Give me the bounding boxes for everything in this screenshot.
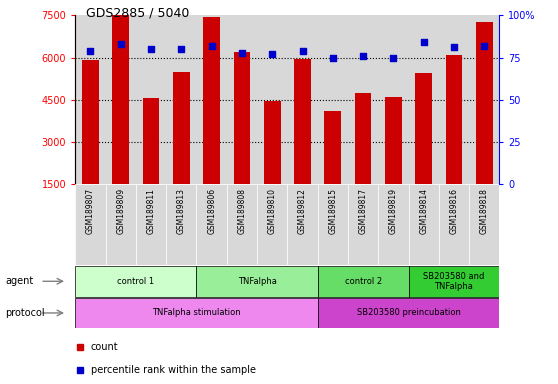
Text: control 1: control 1: [117, 277, 155, 286]
Bar: [75, 184, 105, 265]
Point: [177, 46, 186, 52]
Bar: [227, 15, 257, 184]
Bar: [173, 72, 190, 184]
Text: GSM189817: GSM189817: [359, 188, 368, 234]
Text: GSM189818: GSM189818: [480, 188, 489, 234]
Bar: [82, 60, 99, 184]
Bar: [257, 15, 287, 184]
Text: GSM189814: GSM189814: [419, 188, 428, 234]
Point: [480, 43, 489, 49]
Text: GSM189808: GSM189808: [238, 188, 247, 234]
Bar: [136, 184, 166, 265]
Bar: [196, 266, 318, 297]
Text: GSM189813: GSM189813: [177, 188, 186, 234]
Bar: [227, 184, 257, 265]
Bar: [318, 184, 348, 265]
Bar: [348, 184, 378, 265]
Bar: [264, 101, 281, 184]
Point: [268, 51, 277, 57]
Bar: [385, 97, 402, 184]
Point: [147, 46, 156, 52]
Bar: [318, 298, 499, 328]
Text: GSM189809: GSM189809: [116, 188, 125, 235]
Bar: [257, 184, 287, 265]
Bar: [136, 15, 166, 184]
Point: [298, 48, 307, 54]
Bar: [318, 15, 348, 184]
Text: TNFalpha: TNFalpha: [238, 277, 277, 286]
Point: [86, 48, 95, 54]
Bar: [287, 184, 318, 265]
Bar: [408, 15, 439, 184]
Bar: [196, 184, 227, 265]
Bar: [378, 15, 408, 184]
Point: [450, 45, 459, 51]
Text: GSM189806: GSM189806: [207, 188, 216, 235]
Bar: [325, 111, 341, 184]
Bar: [446, 55, 463, 184]
Bar: [143, 98, 160, 184]
Text: count: count: [90, 342, 118, 352]
Bar: [75, 15, 105, 184]
Text: SB203580 and
TNFalpha: SB203580 and TNFalpha: [424, 271, 485, 291]
Text: GSM189811: GSM189811: [147, 188, 156, 234]
Bar: [203, 17, 220, 184]
Bar: [348, 15, 378, 184]
Text: agent: agent: [6, 276, 34, 286]
Bar: [105, 15, 136, 184]
Bar: [166, 15, 196, 184]
Point: [359, 53, 368, 59]
Point: [389, 55, 398, 61]
Text: GSM189810: GSM189810: [268, 188, 277, 234]
Text: SB203580 preincubation: SB203580 preincubation: [357, 308, 460, 318]
Bar: [294, 59, 311, 184]
Bar: [378, 184, 408, 265]
Bar: [113, 0, 129, 184]
Text: GSM189807: GSM189807: [86, 188, 95, 235]
Text: GSM189812: GSM189812: [298, 188, 307, 234]
Bar: [105, 184, 136, 265]
Bar: [234, 52, 250, 184]
Text: GSM189819: GSM189819: [389, 188, 398, 234]
Text: GDS2885 / 5040: GDS2885 / 5040: [86, 6, 190, 19]
Bar: [355, 93, 372, 184]
Bar: [408, 184, 439, 265]
Text: percentile rank within the sample: percentile rank within the sample: [90, 364, 256, 375]
Bar: [408, 266, 499, 297]
Text: protocol: protocol: [6, 308, 45, 318]
Bar: [75, 266, 196, 297]
Bar: [287, 15, 318, 184]
Bar: [196, 15, 227, 184]
Bar: [415, 73, 432, 184]
Bar: [469, 184, 499, 265]
Point: [207, 43, 216, 49]
Bar: [166, 184, 196, 265]
Text: control 2: control 2: [344, 277, 382, 286]
Point: [116, 41, 125, 47]
Bar: [439, 184, 469, 265]
Bar: [476, 22, 493, 184]
Bar: [469, 15, 499, 184]
Bar: [439, 15, 469, 184]
Point: [328, 55, 337, 61]
Text: GSM189816: GSM189816: [450, 188, 459, 234]
Text: TNFalpha stimulation: TNFalpha stimulation: [152, 308, 241, 318]
Text: GSM189815: GSM189815: [328, 188, 337, 234]
Point: [419, 39, 428, 45]
Point: [238, 50, 247, 56]
Bar: [318, 266, 408, 297]
Bar: [75, 298, 318, 328]
